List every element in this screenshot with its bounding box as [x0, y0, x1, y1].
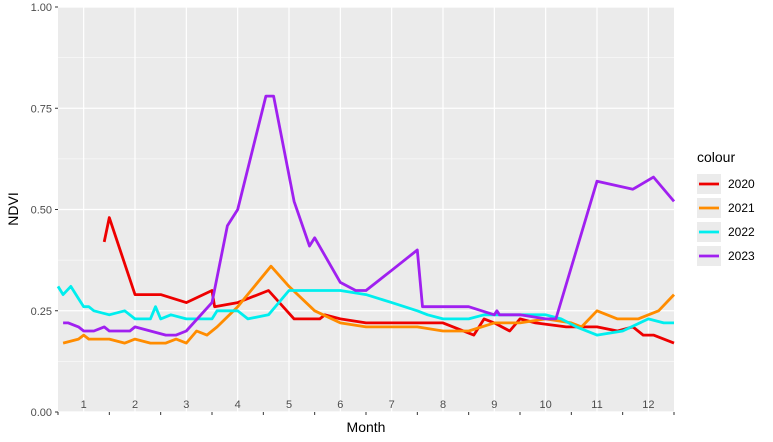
x-tick-label: 6 — [337, 399, 343, 411]
legend: colour 2020 2021 2022 2023 — [697, 149, 755, 266]
x-axis-ticks: 1 2 3 4 5 6 7 8 9 10 11 12 — [57, 399, 675, 415]
series-line-2020 — [102, 216, 675, 345]
x-tick-label: 2 — [132, 399, 138, 411]
x-tick-label: 7 — [389, 399, 395, 411]
y-axis-ticks: 0.00 0.25 0.50 0.75 1.00 — [31, 2, 58, 419]
legend-label-2023: 2023 — [728, 249, 755, 263]
y-tick-label: 0.25 — [31, 306, 52, 318]
x-tick-label: 1 — [81, 399, 87, 411]
legend-title: colour — [697, 149, 735, 165]
grid-lines — [58, 6, 674, 413]
series-line-2021 — [62, 264, 676, 345]
legend-label-2022: 2022 — [728, 225, 755, 239]
y-tick-label: 0.00 — [31, 407, 52, 419]
y-tick-label: 0.75 — [31, 103, 52, 115]
x-tick-label: 12 — [642, 399, 654, 411]
y-tick-label: 0.50 — [31, 205, 52, 217]
x-tick-label: 8 — [440, 399, 446, 411]
x-tick-label: 4 — [235, 399, 241, 411]
y-axis-title: NDVI — [5, 192, 21, 225]
series-line-2023 — [63, 94, 676, 337]
y-tick-label: 1.00 — [31, 2, 52, 14]
x-axis-title: Month — [347, 419, 386, 435]
x-tick-label: 5 — [286, 399, 292, 411]
series-lines — [56, 94, 676, 345]
x-tick-label: 3 — [183, 399, 189, 411]
series-line-2022 — [56, 285, 674, 337]
legend-label-2020: 2020 — [728, 177, 755, 191]
x-tick-label: 9 — [491, 399, 497, 411]
x-tick-label: 11 — [591, 399, 602, 411]
legend-label-2021: 2021 — [728, 201, 755, 215]
x-tick-label: 10 — [540, 399, 552, 411]
